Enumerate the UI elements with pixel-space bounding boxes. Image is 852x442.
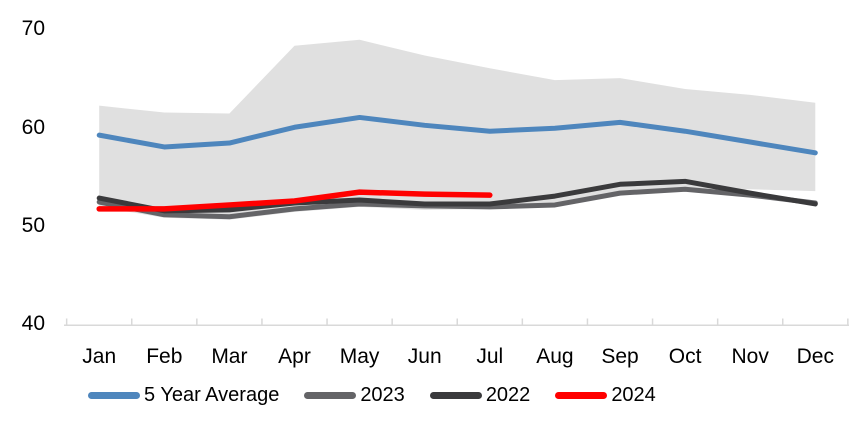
y-tick-label: 70: [22, 17, 45, 40]
legend-label-2022: 2022: [485, 384, 531, 406]
legend-swatch-2023: [304, 392, 357, 399]
legend-swatch-5-year-average: [88, 392, 140, 399]
legend-label-5-year-average: 5 Year Average: [144, 384, 280, 406]
x-tick-label: Apr: [278, 345, 311, 368]
series-line-2022: [96, 178, 818, 214]
series-line-2024: [96, 189, 493, 212]
x-tick-label: Jul: [476, 345, 503, 368]
legend: 5 Year Average 2023 2022 2024: [88, 384, 656, 407]
legend-item-2022: 2022: [429, 384, 531, 407]
y-tick-label: 50: [22, 214, 45, 237]
x-tick-label: Dec: [797, 345, 834, 368]
x-tick-label: Mar: [211, 345, 247, 368]
x-tick-label: Jun: [408, 345, 442, 368]
legend-label-2023: 2023: [360, 384, 405, 406]
x-tick-label: Aug: [536, 345, 573, 368]
legend-item-5-year-average: 5 Year Average: [88, 384, 279, 407]
x-tick-label: Nov: [732, 345, 770, 368]
x-axis-layer: [64, 318, 849, 326]
y-axis-labels: 70 60 50 40: [22, 17, 45, 335]
x-tick-label: Jan: [82, 345, 116, 368]
series-line-5-year-average: [96, 114, 818, 156]
y-tick-label: 60: [22, 116, 45, 139]
legend-item-2024: 2024: [555, 384, 656, 407]
y-tick-label: 40: [22, 312, 45, 335]
legend-swatch-2022: [429, 392, 482, 399]
x-tick-label: Feb: [146, 345, 182, 368]
legend-label-2024: 2024: [611, 384, 656, 406]
legend-item-2023: 2023: [304, 384, 405, 407]
x-tick-label: Sep: [601, 345, 638, 368]
legend-swatch-2024: [555, 392, 608, 399]
x-axis-labels: Jan Feb Mar Apr May Jun Jul Aug Sep Oct …: [82, 345, 834, 368]
x-tick-label: Oct: [669, 345, 702, 368]
x-tick-label: May: [340, 345, 380, 368]
series-layer: [96, 114, 818, 220]
